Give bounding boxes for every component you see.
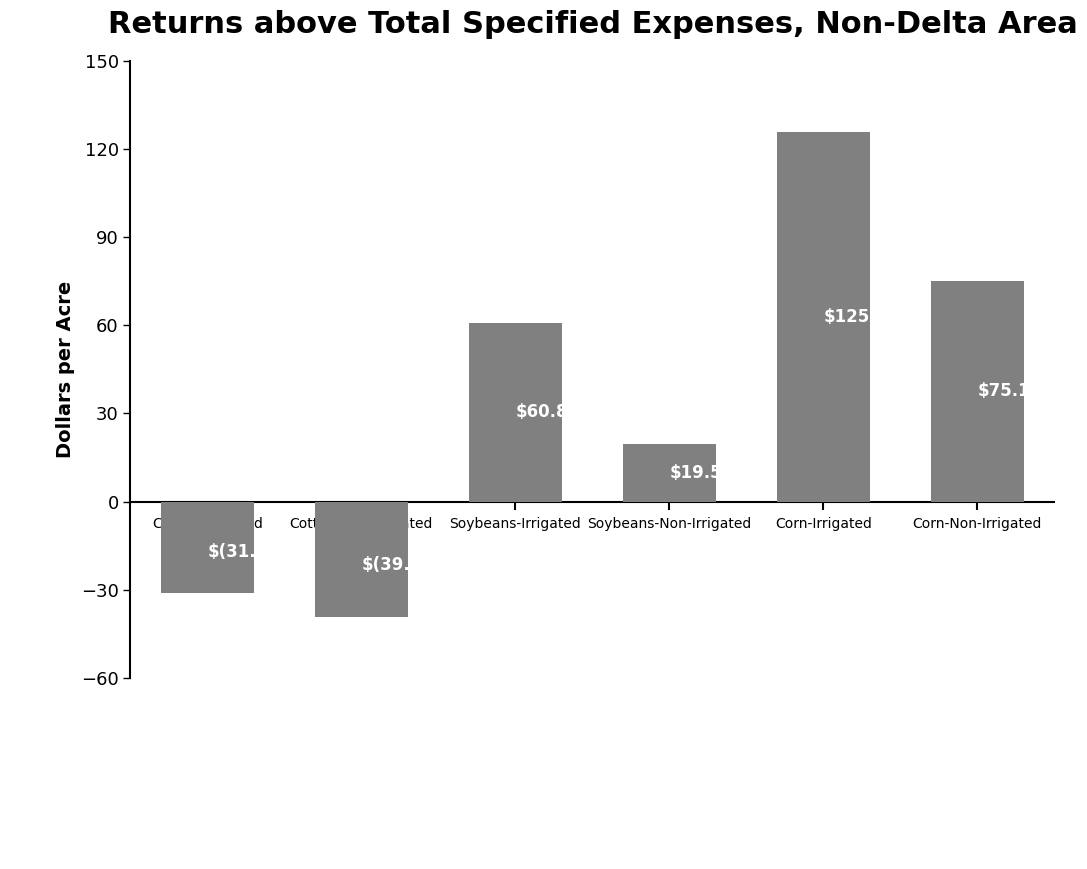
- Text: $75.17: $75.17: [977, 382, 1041, 400]
- Text: $60.82: $60.82: [515, 403, 579, 421]
- Bar: [932, 281, 1024, 501]
- Bar: [315, 501, 408, 617]
- Y-axis label: Dollars per Acre: Dollars per Acre: [57, 281, 75, 458]
- Bar: [777, 132, 870, 501]
- Text: $19.57: $19.57: [670, 464, 734, 481]
- Text: $(39.23): $(39.23): [361, 556, 441, 574]
- Text: $(31.23): $(31.23): [208, 543, 287, 561]
- Bar: [161, 501, 253, 594]
- Bar: [470, 323, 562, 501]
- Title: Returns above Total Specified Expenses, Non-Delta Area: Returns above Total Specified Expenses, …: [108, 10, 1077, 39]
- Bar: [623, 444, 715, 501]
- Text: $125.88: $125.88: [823, 308, 899, 326]
